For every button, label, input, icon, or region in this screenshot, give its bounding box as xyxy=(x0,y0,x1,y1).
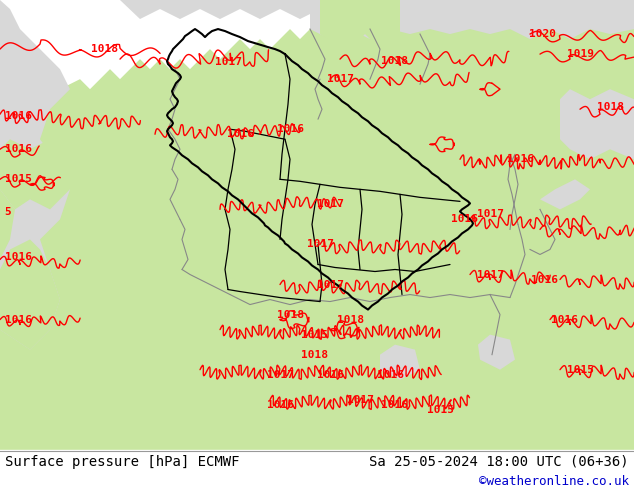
Polygon shape xyxy=(120,0,634,19)
Text: 1018: 1018 xyxy=(276,310,304,319)
Text: 1017: 1017 xyxy=(214,57,242,67)
Text: 1015: 1015 xyxy=(427,405,453,415)
Text: 1017: 1017 xyxy=(316,199,344,209)
Text: 1018: 1018 xyxy=(337,315,363,324)
Polygon shape xyxy=(320,0,400,44)
Text: 1018: 1018 xyxy=(302,350,328,360)
Text: 1017: 1017 xyxy=(347,395,373,405)
Text: 1016: 1016 xyxy=(226,129,254,139)
Text: 1016: 1016 xyxy=(382,400,408,410)
Polygon shape xyxy=(380,344,420,380)
Text: 1015: 1015 xyxy=(567,365,593,375)
Text: 1017: 1017 xyxy=(477,270,503,279)
Text: 1016: 1016 xyxy=(4,315,32,324)
Text: 1016: 1016 xyxy=(316,369,344,380)
Polygon shape xyxy=(0,0,634,450)
Text: 1017: 1017 xyxy=(306,240,333,249)
Text: 1016: 1016 xyxy=(451,215,479,224)
Text: 1016: 1016 xyxy=(276,124,304,134)
Polygon shape xyxy=(0,0,70,350)
Polygon shape xyxy=(310,0,634,39)
Text: 1017: 1017 xyxy=(327,74,354,84)
Text: 1020: 1020 xyxy=(529,29,557,39)
Text: 1016: 1016 xyxy=(4,144,32,154)
Text: 1015: 1015 xyxy=(302,330,328,340)
Text: 1016: 1016 xyxy=(377,369,403,380)
Text: 1017: 1017 xyxy=(266,369,294,380)
Text: 1016: 1016 xyxy=(552,315,578,324)
Text: 1018: 1018 xyxy=(382,56,408,66)
Text: 5: 5 xyxy=(4,207,11,218)
Text: 1015: 1015 xyxy=(4,174,32,184)
Text: 1017: 1017 xyxy=(316,279,344,290)
Text: 1019: 1019 xyxy=(567,49,593,59)
Text: 1016: 1016 xyxy=(4,252,32,263)
Text: 1017: 1017 xyxy=(477,209,503,220)
Text: Surface pressure [hPa] ECMWF: Surface pressure [hPa] ECMWF xyxy=(5,455,240,469)
Polygon shape xyxy=(540,179,590,209)
Polygon shape xyxy=(478,335,515,369)
Polygon shape xyxy=(0,139,80,209)
Text: Sa 25-05-2024 18:00 UTC (06+36): Sa 25-05-2024 18:00 UTC (06+36) xyxy=(370,455,629,469)
Text: ©weatheronline.co.uk: ©weatheronline.co.uk xyxy=(479,475,629,489)
Polygon shape xyxy=(0,240,60,350)
Text: 1016: 1016 xyxy=(507,154,533,164)
Text: 1018: 1018 xyxy=(597,102,623,112)
Text: 1016: 1016 xyxy=(4,111,32,121)
Text: 1018: 1018 xyxy=(91,44,119,54)
Text: 1016: 1016 xyxy=(266,400,294,410)
Text: 1016: 1016 xyxy=(531,274,559,285)
Polygon shape xyxy=(560,89,634,159)
